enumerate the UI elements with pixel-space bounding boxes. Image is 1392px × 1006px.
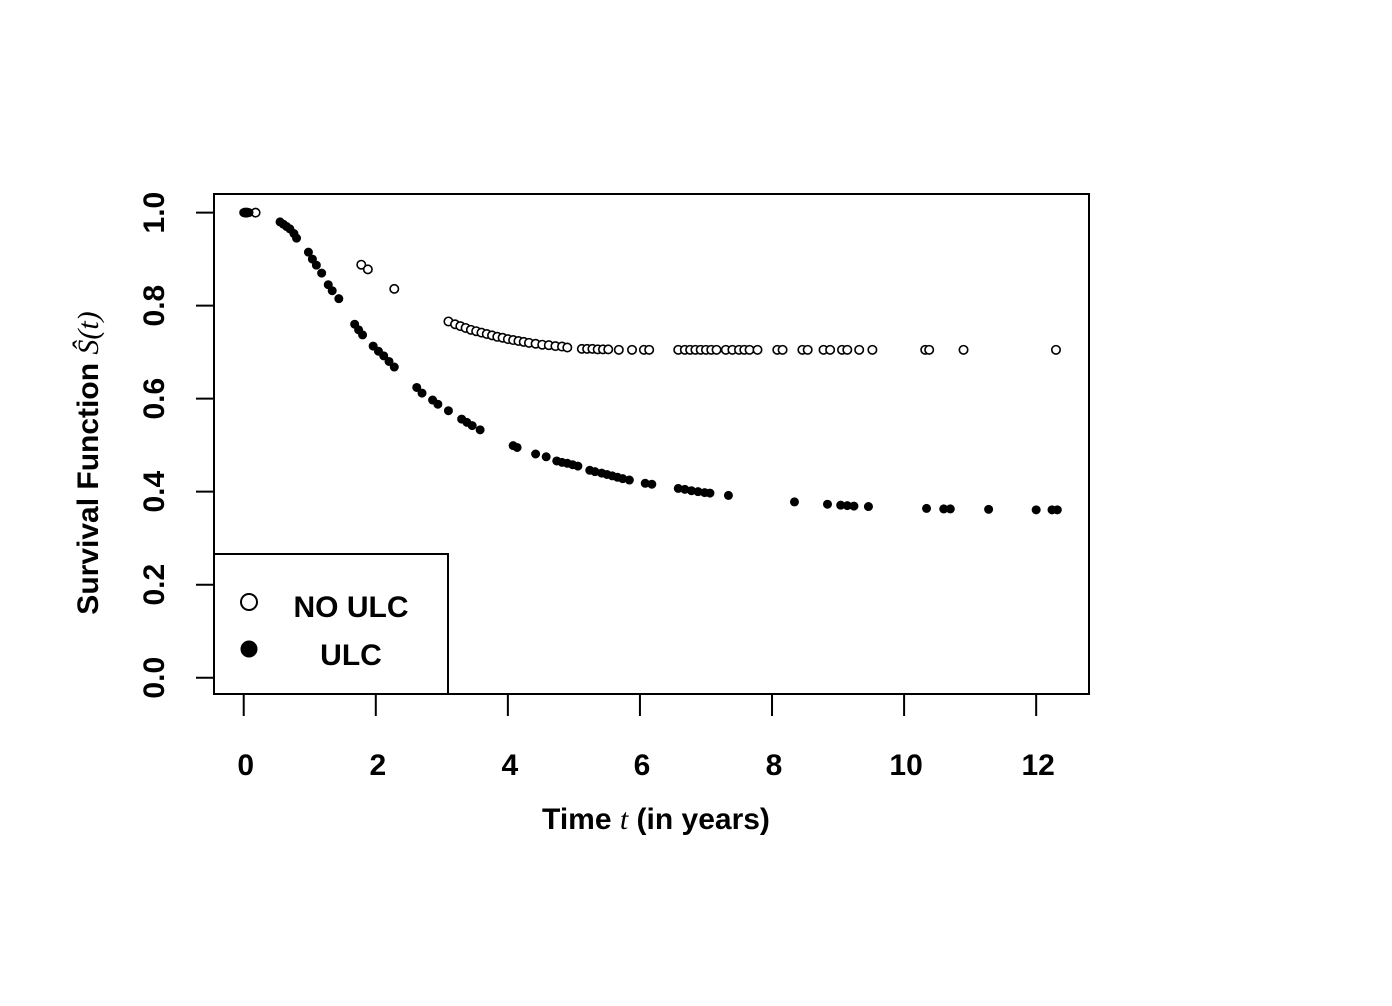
no-ulc-point: [777, 344, 788, 355]
legend-label-no-ulc: NO ULC: [294, 591, 409, 624]
ulc-point: [723, 490, 733, 500]
ulc-point: [863, 502, 873, 512]
ulc-point: [475, 425, 485, 435]
ulc-point: [433, 399, 443, 409]
ulc-point: [389, 362, 399, 372]
x-axis-title-lead: Time: [542, 803, 620, 836]
ulc-point: [358, 330, 368, 340]
ulc-point: [467, 421, 477, 431]
ulc-point: [945, 504, 955, 514]
ulc-point: [922, 503, 932, 513]
no-ulc-point: [711, 344, 722, 355]
ulc-point: [1052, 505, 1062, 515]
ulc-point: [984, 504, 994, 514]
legend: NO ULC ULC: [213, 553, 449, 695]
no-ulc-point: [854, 344, 865, 355]
ulc-point: [822, 499, 832, 509]
x-tick-label: 10: [889, 749, 922, 782]
x-tick-label: 4: [502, 749, 519, 782]
no-ulc-point: [867, 344, 878, 355]
y-tick-label: 0.8: [138, 285, 171, 327]
no-ulc-point: [603, 344, 614, 355]
x-tick-label: 8: [766, 749, 783, 782]
data-points: [239, 207, 1062, 515]
ulc-point: [849, 501, 859, 511]
ulc-point: [531, 449, 541, 459]
y-tick-label: 0.0: [138, 657, 171, 699]
ulc-point: [334, 294, 344, 304]
ulc-point: [573, 461, 583, 471]
x-axis-title-tail: (in years): [628, 803, 770, 836]
no-ulc-point: [802, 344, 813, 355]
y-tick-label: 0.2: [138, 564, 171, 606]
legend-label-ulc: ULC: [320, 639, 382, 672]
x-axis-title: Time t (in years): [542, 803, 770, 836]
no-ulc-point: [627, 344, 638, 355]
no-ulc-point: [356, 259, 367, 270]
y-axis-title-lead: Survival Function: [72, 355, 105, 615]
ulc-point: [512, 442, 522, 452]
x-tick-label: 12: [1021, 749, 1054, 782]
y-axis-title: Survival Function Ŝ(t): [72, 311, 105, 614]
no-ulc-point: [924, 344, 935, 355]
ulc-point: [417, 388, 427, 398]
ulc-point: [624, 475, 634, 485]
no-ulc-point: [644, 344, 655, 355]
ulc-point: [368, 341, 378, 351]
no-ulc-point: [825, 344, 836, 355]
series-ulc: [239, 208, 1062, 515]
x-tick-label: 6: [634, 749, 651, 782]
no-ulc-point: [958, 344, 969, 355]
ulc-point: [379, 351, 389, 361]
ulc-point: [1031, 505, 1041, 515]
ulc-point: [412, 382, 422, 392]
ulc-point: [443, 406, 453, 416]
no-ulc-point: [842, 344, 853, 355]
y-tick-label: 1.0: [138, 192, 171, 234]
no-ulc-point: [362, 264, 373, 275]
no-ulc-point: [389, 283, 400, 294]
y-tick-label: 0.6: [138, 378, 171, 420]
no-ulc-point: [613, 344, 624, 355]
y-tick-label: 0.4: [138, 471, 171, 513]
legend-marker-no-ulc: [240, 593, 258, 611]
ulc-point: [647, 479, 657, 489]
ulc-point: [244, 208, 254, 218]
ulc-point: [311, 260, 321, 270]
legend-box: [213, 553, 449, 695]
x-axis-title-variable: t: [620, 803, 629, 836]
series-no-ulc: [240, 207, 1061, 355]
legend-marker-ulc: [240, 640, 258, 658]
ulc-point: [541, 452, 551, 462]
no-ulc-point: [752, 344, 763, 355]
ulc-point: [384, 356, 394, 366]
ulc-point: [789, 497, 799, 507]
no-ulc-point: [562, 342, 573, 353]
ulc-point: [303, 247, 313, 257]
x-axis: 0 2 4 6 8 10 12: [237, 693, 1055, 782]
ulc-point: [292, 233, 302, 243]
no-ulc-point: [1050, 344, 1061, 355]
x-tick-label: 2: [369, 749, 386, 782]
x-tick-label: 0: [237, 749, 254, 782]
ulc-point: [327, 286, 337, 296]
y-axis-title-symbol: Ŝ(t): [72, 311, 105, 354]
ulc-point: [317, 268, 327, 278]
y-axis: 0.0 0.2 0.4 0.6 0.8 1.0: [138, 192, 215, 699]
ulc-point: [705, 488, 715, 498]
